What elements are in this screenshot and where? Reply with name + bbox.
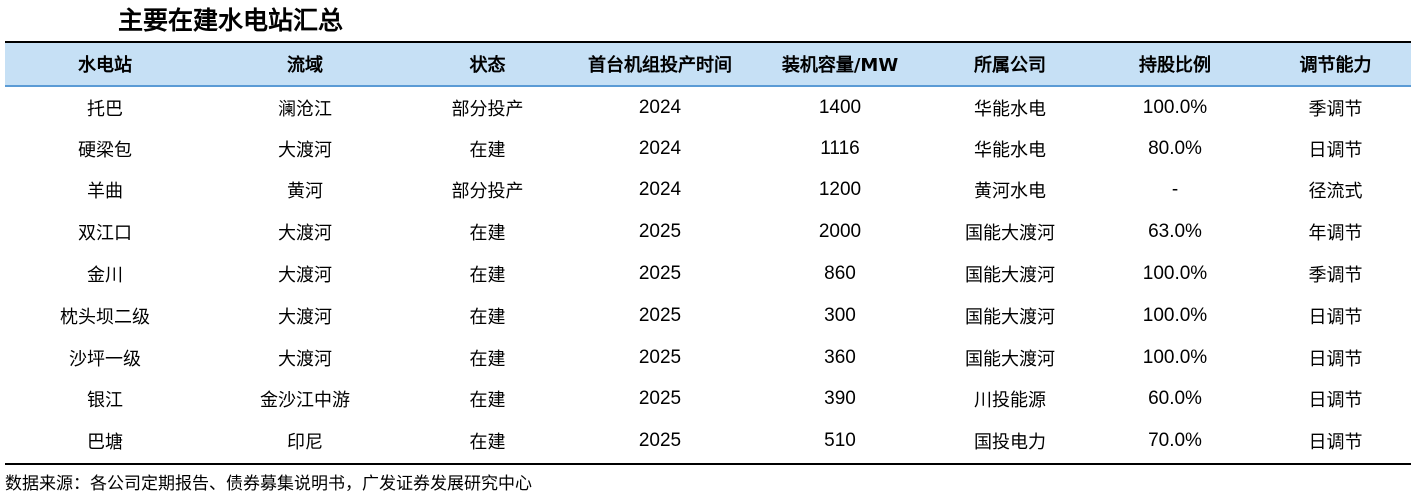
cell-capacity: 390	[824, 388, 856, 410]
cell-regulation: 日调节	[1308, 306, 1363, 328]
cell-first-unit-year: 2025	[638, 304, 682, 326]
cell-station: 托巴	[87, 99, 123, 121]
cell-station: 枕头坝二级	[60, 306, 150, 328]
cell-status: 部分投产	[451, 99, 524, 121]
cell-basin: 澜沧江	[278, 99, 332, 121]
cell-first-unit-year: 2025	[638, 263, 682, 285]
table-row: 银江 金沙江中游 在建 2025 390 川投能源 60.0% 日调节	[5, 379, 1411, 421]
cell-stake: 100.0%	[1142, 304, 1208, 326]
cell-capacity: 1400	[818, 97, 862, 119]
table-row: 金川 大渡河 在建 2025 860 国能大渡河 100.0% 季调节	[5, 253, 1411, 295]
data-source-note: 数据来源：各公司定期报告、债券募集说明书，广发证券发展研究中心	[5, 474, 532, 494]
table-row: 硬梁包 大渡河 在建 2024 1116 华能水电 80.0% 日调节	[5, 128, 1411, 170]
page-title: 主要在建水电站汇总	[118, 6, 344, 35]
cell-first-unit-year: 2025	[638, 430, 682, 452]
table-row: 双江口 大渡河 在建 2025 2000 国能大渡河 63.0% 年调节	[5, 211, 1411, 253]
header-stake: 持股比例	[1090, 43, 1260, 87]
cell-stake: 63.0%	[1148, 221, 1202, 243]
cell-status: 在建	[469, 306, 506, 328]
cell-company: 黄河水电	[974, 181, 1046, 203]
cell-regulation: 年调节	[1308, 223, 1363, 245]
table-row: 巴塘 印尼 在建 2025 510 国投电力 70.0% 日调节	[5, 420, 1411, 462]
cell-stake: 70.0%	[1148, 430, 1202, 452]
table-row: 枕头坝二级 大渡河 在建 2025 300 国能大渡河 100.0% 日调节	[5, 295, 1411, 337]
cell-company: 国能大渡河	[965, 265, 1055, 287]
cell-station: 巴塘	[87, 432, 123, 454]
cell-basin: 金沙江中游	[260, 390, 350, 412]
cell-status: 在建	[469, 265, 506, 287]
cell-basin: 大渡河	[278, 265, 332, 287]
cell-capacity: 1200	[818, 179, 862, 201]
hydropower-table-container: 水电站 流域 状态 首台机组投产时间 装机容量/MW 所属公司 持股比例 调节能…	[5, 41, 1411, 465]
cell-regulation: 径流式	[1308, 181, 1363, 203]
header-regulation: 调节能力	[1260, 43, 1411, 87]
cell-regulation: 日调节	[1308, 348, 1363, 370]
table-row: 托巴 澜沧江 部分投产 2024 1400 华能水电 100.0% 季调节	[5, 86, 1411, 128]
cell-first-unit-year: 2024	[638, 179, 682, 201]
cell-station: 双江口	[78, 223, 132, 245]
cell-regulation: 季调节	[1308, 99, 1363, 121]
cell-company: 国能大渡河	[965, 306, 1055, 328]
cell-first-unit-year: 2025	[638, 221, 682, 243]
table-header-row: 水电站 流域 状态 首台机组投产时间 装机容量/MW 所属公司 持股比例 调节能…	[5, 43, 1411, 87]
cell-status: 在建	[469, 223, 506, 245]
cell-first-unit-year: 2025	[638, 388, 682, 410]
cell-status: 部分投产	[451, 181, 524, 203]
cell-regulation: 日调节	[1308, 390, 1363, 412]
header-capacity: 装机容量/MW	[750, 43, 930, 87]
table-row: 羊曲 黄河 部分投产 2024 1200 黄河水电 - 径流式	[5, 170, 1411, 212]
cell-station: 羊曲	[87, 181, 123, 203]
cell-stake: 60.0%	[1148, 388, 1202, 410]
cell-regulation: 季调节	[1308, 265, 1363, 287]
cell-capacity: 1116	[820, 137, 860, 159]
cell-company: 川投能源	[974, 390, 1046, 412]
cell-station: 沙坪一级	[69, 348, 141, 370]
cell-status: 在建	[469, 432, 506, 454]
cell-basin: 大渡河	[278, 139, 332, 161]
header-company: 所属公司	[930, 43, 1090, 87]
cell-station: 金川	[87, 265, 123, 287]
cell-capacity: 360	[824, 346, 856, 368]
cell-company: 国能大渡河	[965, 348, 1055, 370]
cell-capacity: 2000	[818, 221, 862, 243]
cell-status: 在建	[469, 348, 506, 370]
cell-company: 国能大渡河	[965, 223, 1055, 245]
cell-stake: 100.0%	[1142, 346, 1208, 368]
cell-stake: 80.0%	[1148, 137, 1202, 159]
cell-stake: -	[1171, 179, 1179, 201]
cell-first-unit-year: 2025	[638, 346, 682, 368]
cell-station: 银江	[87, 390, 123, 412]
cell-company: 华能水电	[974, 99, 1046, 121]
cell-capacity: 300	[824, 304, 856, 326]
cell-regulation: 日调节	[1308, 139, 1363, 161]
cell-stake: 100.0%	[1142, 97, 1208, 119]
cell-status: 在建	[469, 139, 506, 161]
header-basin: 流域	[205, 43, 405, 87]
cell-status: 在建	[469, 390, 506, 412]
cell-basin: 黄河	[287, 181, 323, 203]
cell-capacity: 860	[824, 263, 856, 285]
cell-first-unit-year: 2024	[638, 97, 682, 119]
cell-basin: 大渡河	[278, 306, 332, 328]
header-station: 水电站	[5, 43, 205, 87]
hydropower-table: 水电站 流域 状态 首台机组投产时间 装机容量/MW 所属公司 持股比例 调节能…	[5, 43, 1411, 462]
cell-company: 华能水电	[974, 139, 1046, 161]
cell-stake: 100.0%	[1142, 263, 1208, 285]
cell-basin: 大渡河	[278, 223, 332, 245]
header-first-unit-year: 首台机组投产时间	[570, 43, 750, 87]
cell-station: 硬梁包	[78, 139, 132, 161]
table-row: 沙坪一级 大渡河 在建 2025 360 国能大渡河 100.0% 日调节	[5, 337, 1411, 379]
cell-basin: 印尼	[287, 432, 323, 454]
cell-first-unit-year: 2024	[638, 137, 682, 159]
cell-regulation: 日调节	[1308, 432, 1363, 454]
cell-company: 国投电力	[974, 432, 1046, 454]
table-body: 托巴 澜沧江 部分投产 2024 1400 华能水电 100.0% 季调节 硬梁包 大渡河 在建 20…	[5, 86, 1411, 462]
cell-capacity: 510	[824, 430, 856, 452]
header-status: 状态	[405, 43, 570, 87]
cell-basin: 大渡河	[278, 348, 332, 370]
